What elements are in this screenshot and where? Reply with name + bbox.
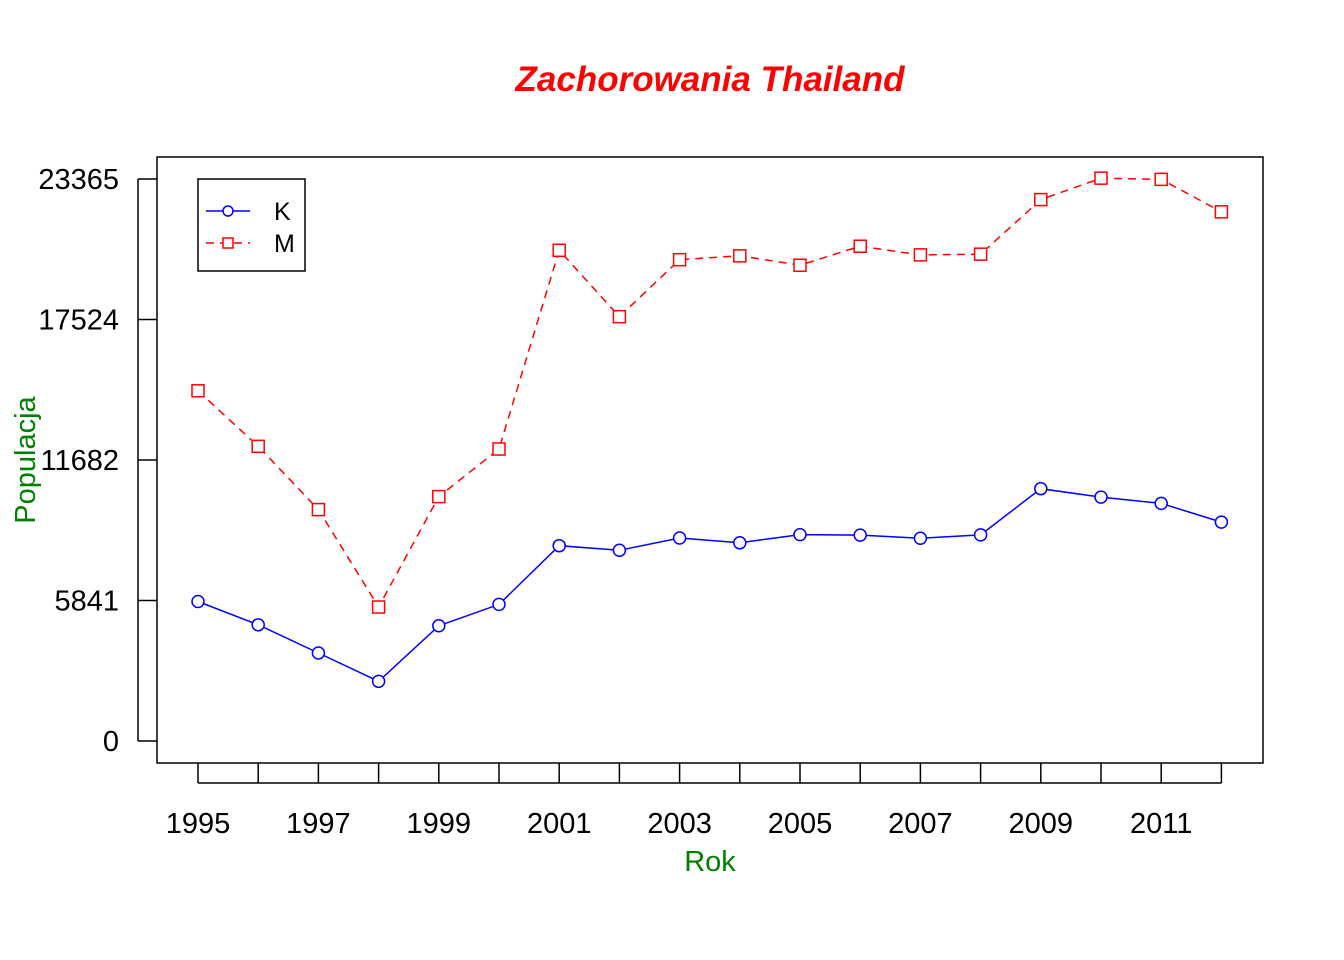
- y-tick-label: 0: [103, 726, 119, 758]
- series-layer: [191, 171, 1229, 689]
- legend-label: K: [274, 198, 291, 226]
- data-point: [311, 646, 326, 660]
- data-point: [733, 249, 747, 263]
- data-point: [432, 489, 446, 504]
- series-K: [191, 481, 1229, 689]
- x-tick-label: 1995: [166, 808, 231, 840]
- x-tick-label: 1997: [286, 808, 351, 840]
- x-tick-label: 2009: [1009, 808, 1074, 840]
- data-point: [251, 439, 265, 454]
- data-point: [672, 531, 687, 545]
- data-point: [1154, 496, 1168, 511]
- series-line-K: [197, 487, 1222, 683]
- data-point: [492, 597, 506, 612]
- data-point: [913, 531, 928, 545]
- chart-title: Zachorowania Thailand: [515, 60, 906, 99]
- legend-marker: [222, 205, 234, 217]
- data-point: [1214, 205, 1229, 219]
- data-point: [853, 239, 867, 253]
- data-point: [432, 619, 446, 633]
- x-axis-title: Rok: [684, 846, 736, 878]
- data-point: [853, 528, 867, 542]
- y-tick-label: 5841: [54, 586, 119, 618]
- data-point: [492, 442, 506, 456]
- y-tick-label: 11682: [41, 445, 120, 477]
- data-point: [371, 674, 386, 689]
- y-axis-title: Populacja: [10, 395, 42, 523]
- data-point: [552, 538, 566, 553]
- legend-marker: [222, 237, 234, 249]
- x-axis: 1995 1997 1999 2001 2003 2005 2007 2009 2011: [166, 763, 1223, 840]
- legend-label: M: [274, 230, 295, 258]
- series-M: [191, 171, 1229, 614]
- plot-area-border: [156, 156, 1264, 764]
- data-point: [612, 309, 627, 324]
- data-point: [793, 258, 807, 272]
- x-tick-label: 2005: [768, 808, 833, 840]
- data-point: [371, 600, 386, 614]
- y-tick-label: 17524: [38, 304, 119, 336]
- data-point: [1154, 172, 1168, 187]
- data-point: [1034, 481, 1048, 496]
- data-point: [1094, 171, 1108, 185]
- data-point: [973, 528, 988, 542]
- data-point: [1094, 490, 1108, 504]
- data-point: [672, 252, 687, 267]
- data-point: [251, 618, 265, 632]
- series-line-M: [197, 177, 1222, 609]
- data-point: [1214, 515, 1229, 529]
- x-tick-label: 2001: [527, 808, 592, 840]
- x-tick-label: 1999: [407, 808, 472, 840]
- data-point: [612, 543, 627, 558]
- data-point: [793, 527, 807, 542]
- legend: KM: [197, 178, 306, 272]
- data-point: [973, 247, 988, 261]
- data-point: [1034, 192, 1048, 207]
- x-tick-label: 2011: [1130, 808, 1192, 840]
- legend-box: [197, 178, 306, 272]
- x-tick-label: 2007: [888, 808, 953, 840]
- x-tick-label: 2003: [647, 808, 712, 840]
- data-point: [913, 248, 928, 262]
- data-point: [311, 502, 326, 517]
- data-point: [191, 384, 205, 398]
- y-tick-label: 23365: [38, 164, 119, 196]
- data-point: [552, 243, 566, 258]
- y-axis: 0 5841 11682 17524 23365: [38, 164, 157, 758]
- data-point: [733, 536, 747, 550]
- data-point: [191, 594, 205, 609]
